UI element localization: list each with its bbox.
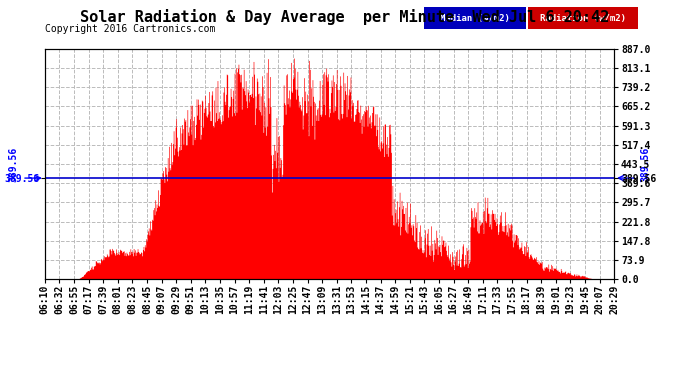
Text: Copyright 2016 Cartronics.com: Copyright 2016 Cartronics.com: [45, 24, 215, 34]
Text: 389.56: 389.56: [640, 147, 651, 182]
Text: Solar Radiation & Day Average  per Minute  Wed Jul 6 20:42: Solar Radiation & Day Average per Minute…: [80, 9, 610, 26]
Text: 389.56: 389.56: [8, 147, 19, 182]
Text: Median (w/m2): Median (w/m2): [440, 14, 511, 23]
Text: Radiation (w/m2): Radiation (w/m2): [540, 14, 626, 23]
